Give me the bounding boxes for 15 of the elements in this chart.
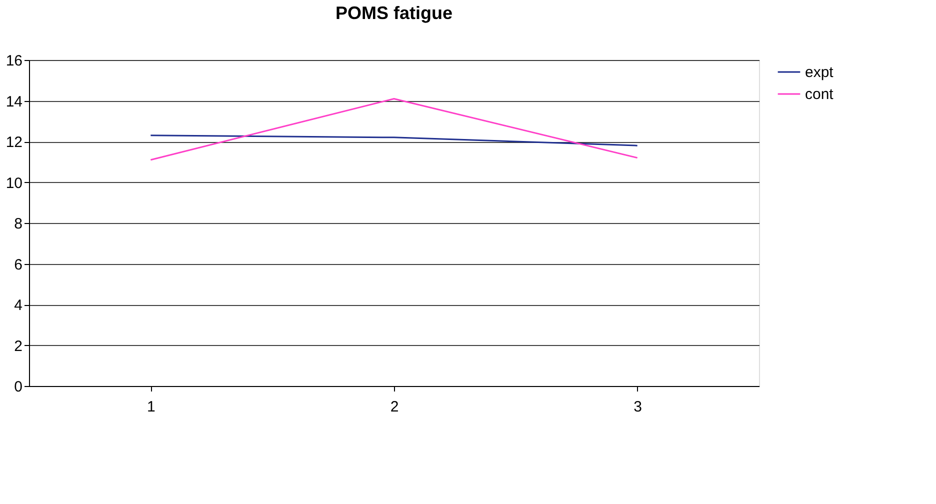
- y-tick-label: 8: [14, 216, 22, 232]
- y-tick-label: 6: [14, 256, 22, 274]
- legend-label: expt: [805, 64, 834, 81]
- x-tick-label: 2: [390, 398, 399, 416]
- chart-title: POMS fatigue: [335, 3, 453, 23]
- y-tick-label: 14: [6, 93, 22, 110]
- y-tick-label: 10: [6, 174, 22, 192]
- y-tick-label: 0: [14, 378, 22, 396]
- legend-label: cont: [805, 86, 834, 103]
- x-tick-label: 3: [634, 398, 642, 416]
- y-tick-label: 12: [6, 134, 22, 151]
- y-tick-label: 2: [14, 338, 22, 355]
- y-tick-label: 4: [14, 297, 22, 314]
- y-tick-label: 16: [6, 52, 22, 70]
- x-tick-label: 1: [146, 398, 156, 416]
